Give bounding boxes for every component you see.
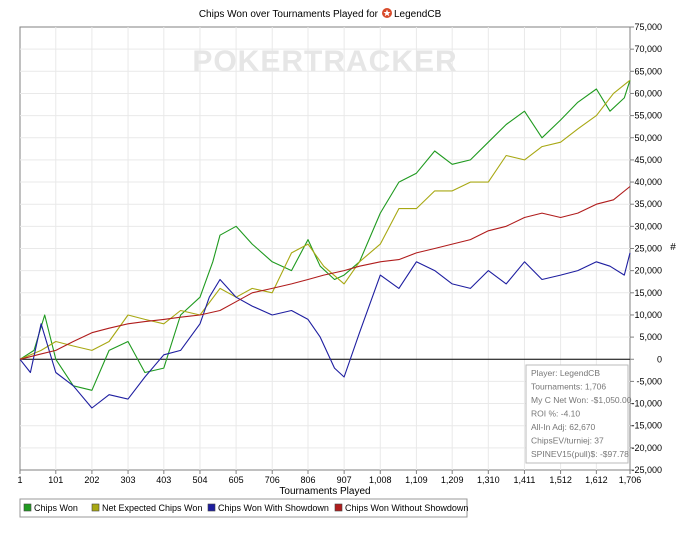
x-tick-label: 1,310	[477, 475, 500, 485]
y-tick-label: 60,000	[634, 88, 662, 98]
y-axis-label: #	[670, 242, 676, 253]
y-tick-label: 10,000	[634, 310, 662, 320]
stats-line: ChipsEV/turniej: 37	[531, 436, 604, 446]
legend-item: Chips Won Without Showdown	[334, 503, 468, 513]
legend-label: Chips Won	[34, 503, 78, 513]
y-tick-label: 75,000	[634, 22, 662, 32]
legend-item: Chips Won With Showdown	[207, 503, 329, 513]
chart-title: Chips Won over Tournaments Played for Le…	[199, 8, 442, 20]
y-tick-label: 25,000	[634, 244, 662, 254]
legend-swatch	[207, 503, 216, 512]
y-tick-label: 35,000	[634, 199, 662, 209]
x-tick-label: 202	[84, 475, 99, 485]
x-tick-label: 806	[300, 475, 315, 485]
x-tick-label: 605	[229, 475, 244, 485]
chart-title-text: Chips Won over Tournaments Played for	[199, 9, 379, 20]
series-line-net-expected-chips-won	[19, 79, 631, 360]
y-tick-label: 65,000	[634, 66, 662, 76]
y-tick-label: 5,000	[639, 332, 662, 342]
pokerstars-icon	[382, 8, 392, 18]
legend-item: Net Expected Chips Won	[91, 503, 202, 513]
legend-label: Chips Won Without Showdown	[345, 503, 468, 513]
stats-line: ROI %: -4.10	[531, 409, 580, 419]
x-tick-label: 403	[156, 475, 171, 485]
x-tick-label: 706	[265, 475, 280, 485]
x-tick-label: 1,109	[405, 475, 428, 485]
chart-title-player: LegendCB	[394, 9, 442, 20]
stats-line: Tournaments: 1,706	[531, 382, 606, 392]
x-tick-label: 504	[192, 475, 207, 485]
series-layer	[19, 79, 631, 409]
series-line-chips-won	[19, 80, 631, 391]
legend-label: Chips Won With Showdown	[218, 503, 329, 513]
y-tick-label: 15,000	[634, 288, 662, 298]
stats-box: Player: LegendCB Tournaments: 1,706 My C N…	[525, 364, 632, 464]
series-line-chips-won-with-showdown	[19, 252, 631, 409]
x-axis-label: Tournaments Played	[279, 486, 370, 497]
y-axis: 75,000 70,000 65,000 60,000 55,000 50,000 45,0…	[630, 22, 662, 475]
y-tick-label: 70,000	[634, 44, 662, 54]
y-tick-label: 40,000	[634, 177, 662, 187]
legend: Chips Won Net Expected Chips Won Chips Won…	[19, 498, 468, 518]
x-tick-label: 1,706	[619, 475, 642, 485]
x-tick-label: 1,411	[514, 475, 536, 485]
y-tick-label: -15,000	[631, 421, 662, 431]
y-tick-label: -10,000	[631, 399, 662, 409]
x-tick-label: 1,512	[549, 475, 572, 485]
y-tick-label: 0	[657, 354, 662, 364]
stats-line: My C Net Won: -$1,050.00	[531, 395, 632, 405]
stats-line: All-In Adj: 62,670	[531, 422, 596, 432]
x-tick-label: 303	[121, 475, 136, 485]
y-tick-label: 20,000	[634, 266, 662, 276]
x-tick-label: 1	[17, 475, 22, 485]
x-tick-label: 101	[48, 475, 63, 485]
watermark-logo: POKERTRACKER	[192, 45, 457, 78]
y-tick-label: 50,000	[634, 133, 662, 143]
stats-line: Player: LegendCB	[531, 368, 600, 378]
y-tick-label: -25,000	[631, 465, 662, 475]
y-tick-label: 30,000	[634, 221, 662, 231]
x-tick-label: 907	[337, 475, 352, 485]
x-tick-label: 1,612	[585, 475, 608, 485]
legend-swatch	[23, 503, 32, 512]
x-tick-label: 1,008	[369, 475, 392, 485]
x-tick-label: 1,209	[441, 475, 464, 485]
y-tick-label: 55,000	[634, 111, 662, 121]
legend-item: Chips Won	[23, 503, 78, 513]
y-tick-label: -5,000	[636, 376, 662, 386]
stats-box-frame	[525, 364, 629, 464]
y-tick-label: -20,000	[631, 443, 662, 453]
legend-swatch	[91, 503, 100, 512]
y-tick-label: 45,000	[634, 155, 662, 165]
series-line-chips-won-without-showdown	[19, 186, 631, 360]
legend-label: Net Expected Chips Won	[102, 503, 202, 513]
legend-swatch	[334, 503, 343, 512]
stats-line: SPINEV15(pull)$: -$97.78	[531, 449, 629, 459]
x-axis: 1 101 202 303 403 504 605 706 806 907 1,008 1,109 1,…	[17, 470, 641, 485]
legend-frame	[19, 498, 468, 518]
